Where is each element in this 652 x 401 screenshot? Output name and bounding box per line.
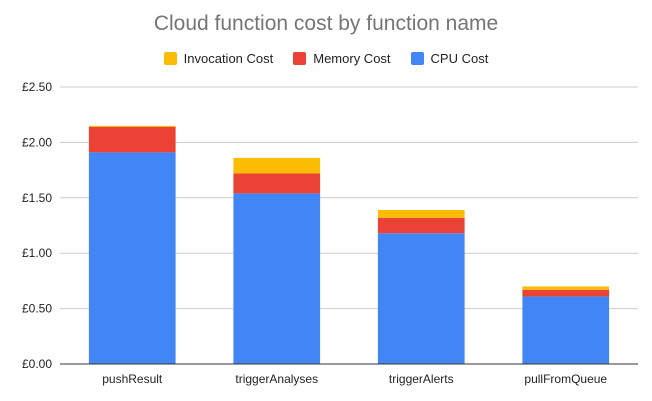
bar-segment-invocation-cost <box>88 125 176 127</box>
bar-segment-memory-cost <box>88 126 176 153</box>
chart-legend: Invocation Cost Memory Cost CPU Cost <box>0 51 652 66</box>
legend-item-cpu-cost: CPU Cost <box>410 51 489 66</box>
bar-segment-cpu-cost <box>88 152 176 364</box>
x-tick-label: triggerAlerts <box>389 372 454 386</box>
legend-label-memory-cost: Memory Cost <box>313 51 391 66</box>
y-tick-label: £2.50 <box>22 80 52 94</box>
legend-swatch-invocation-cost <box>163 52 177 65</box>
bar-segment-invocation-cost <box>522 286 610 290</box>
x-tick-label: pushResult <box>102 372 163 386</box>
legend-swatch-memory-cost <box>293 52 307 65</box>
legend-label-invocation-cost: Invocation Cost <box>183 51 274 66</box>
bar-segment-invocation-cost <box>377 209 465 218</box>
legend-swatch-cpu-cost <box>410 52 424 65</box>
bar-segment-cpu-cost <box>522 296 610 364</box>
bar-segment-memory-cost <box>377 217 465 234</box>
legend-label-cpu-cost: CPU Cost <box>430 51 489 66</box>
x-tick-label: pullFromQueue <box>524 372 607 386</box>
y-tick-label: £0.50 <box>22 302 52 316</box>
chart-title: Cloud function cost by function name <box>153 12 499 35</box>
bar-segment-cpu-cost <box>233 193 321 364</box>
y-tick-label: £1.50 <box>22 191 52 205</box>
y-tick-label: £2.00 <box>22 135 52 149</box>
bar-segment-cpu-cost <box>377 233 465 364</box>
legend-item-invocation-cost: Invocation Cost <box>163 51 274 66</box>
y-tick-label: £0.00 <box>22 357 52 371</box>
y-tick-label: £1.00 <box>22 246 52 260</box>
x-tick-label: triggerAnalyses <box>235 372 318 386</box>
bar-segment-invocation-cost <box>233 157 321 174</box>
legend-item-memory-cost: Memory Cost <box>293 51 391 66</box>
bar-segment-memory-cost <box>233 173 321 194</box>
bar-segment-memory-cost <box>522 289 610 297</box>
